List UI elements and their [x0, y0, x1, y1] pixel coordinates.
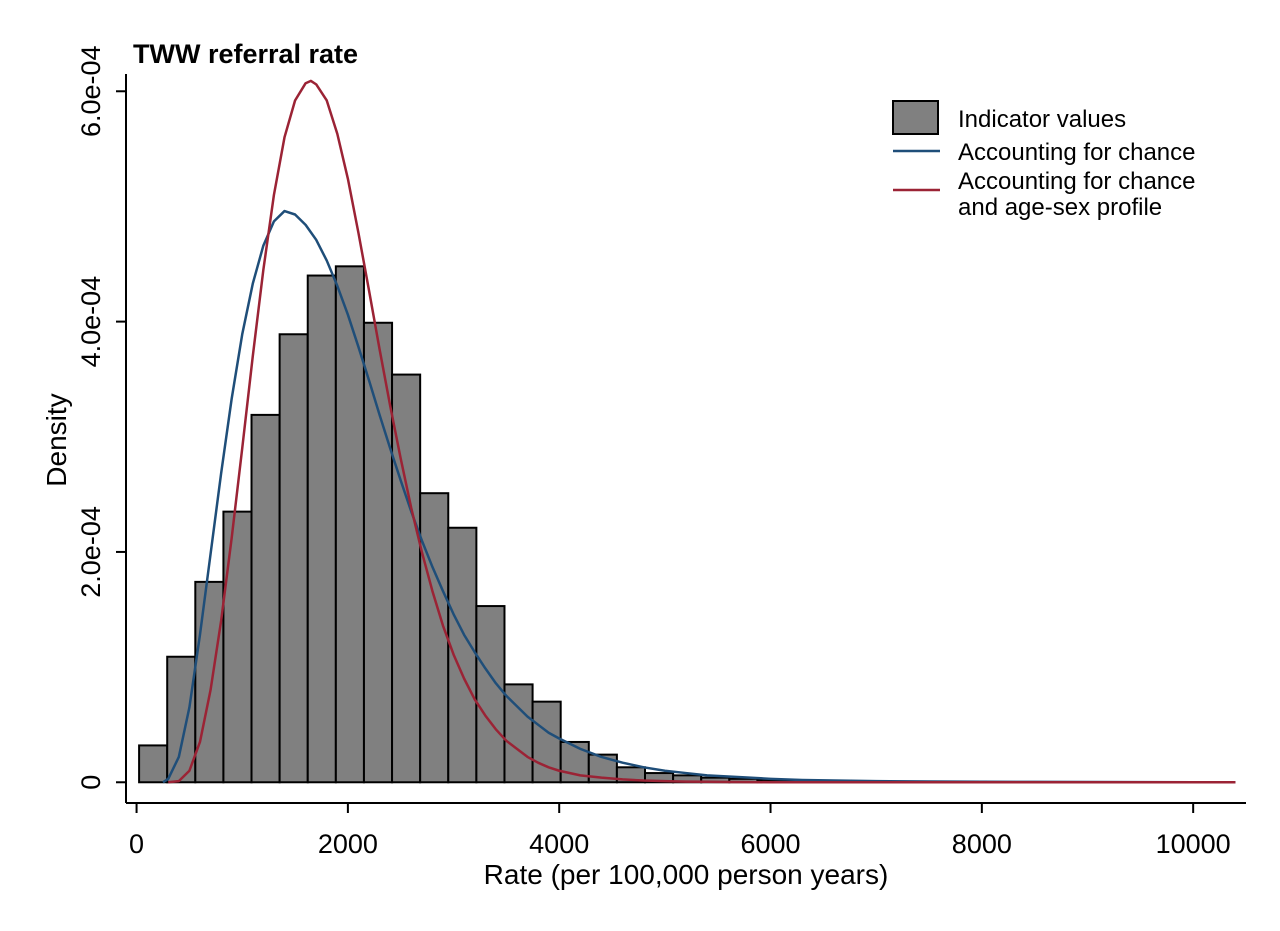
histogram-bar — [306, 274, 337, 784]
legend-swatch-indicator-values — [892, 100, 939, 135]
x-tick-label: 4000 — [529, 829, 589, 859]
chart-title: TWW referral rate — [133, 39, 358, 69]
histogram-bar — [475, 605, 506, 784]
histogram-bar — [138, 744, 169, 784]
histogram-bar — [222, 510, 253, 784]
x-tick-label: 10000 — [1156, 829, 1231, 859]
x-axis-ticks: 0 2000 4000 6000 8000 10000 — [129, 803, 1231, 859]
histogram-bar — [334, 265, 365, 784]
x-tick-label: 0 — [129, 829, 144, 859]
x-axis-label: Rate (per 100,000 person years) — [484, 859, 889, 890]
histogram-bar — [278, 333, 309, 784]
y-tick-label: 4.0e-04 — [76, 276, 106, 368]
legend: Indicator values Accounting for chance A… — [892, 100, 1195, 221]
curve-accounting-for-chance — [162, 209, 1236, 784]
y-tick-label: 2.0e-04 — [76, 506, 106, 598]
density-curves — [162, 79, 1236, 784]
curve-accounting-for-chance-and-age-sex — [168, 79, 1236, 784]
histogram-bar — [503, 683, 534, 784]
histogram-bar — [559, 740, 590, 784]
histogram-bar — [166, 655, 197, 784]
y-axis-ticks: 0 2.0e-04 4.0e-04 6.0e-04 — [76, 45, 126, 790]
y-axis-label: Density — [41, 393, 72, 486]
x-tick-label: 6000 — [740, 829, 800, 859]
legend-label-indicator-values: Indicator values — [958, 106, 1126, 133]
histogram-bar — [419, 492, 450, 784]
x-tick-label: 8000 — [952, 829, 1012, 859]
legend-label-accounting-for-chance: Accounting for chance — [958, 139, 1195, 166]
histogram-bar — [250, 413, 281, 784]
legend-label-age-sex-line-2: and age-sex profile — [958, 194, 1162, 221]
histogram-bar — [194, 580, 225, 784]
x-tick-label: 2000 — [318, 829, 378, 859]
y-tick-label: 6.0e-04 — [76, 45, 106, 137]
histogram-bars — [138, 265, 815, 784]
y-tick-label: 0 — [76, 775, 106, 790]
legend-label-age-sex-line-1: Accounting for chance — [958, 168, 1195, 195]
